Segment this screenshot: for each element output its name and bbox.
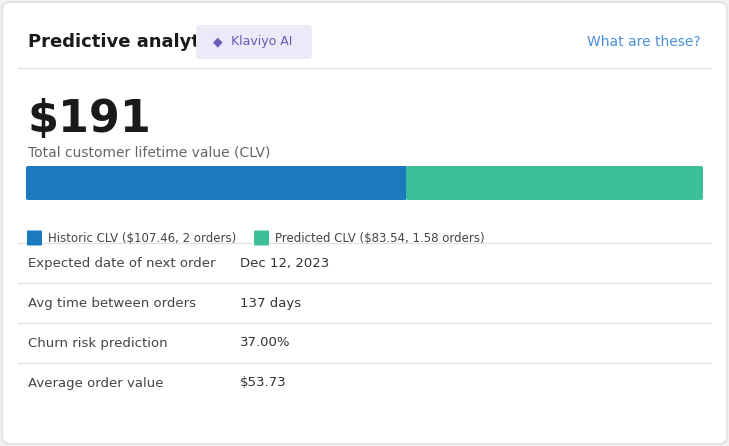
Text: Predicted CLV ($83.54, 1.58 orders): Predicted CLV ($83.54, 1.58 orders) — [275, 231, 485, 244]
Text: Expected date of next order: Expected date of next order — [28, 256, 216, 269]
Text: Average order value: Average order value — [28, 376, 163, 389]
FancyBboxPatch shape — [254, 231, 269, 245]
Text: Dec 12, 2023: Dec 12, 2023 — [240, 256, 330, 269]
Text: What are these?: What are these? — [588, 35, 701, 49]
Text: 37.00%: 37.00% — [240, 336, 290, 350]
FancyBboxPatch shape — [26, 166, 407, 200]
Text: Predictive analytics: Predictive analytics — [28, 33, 227, 51]
Text: Avg time between orders: Avg time between orders — [28, 297, 196, 310]
Text: $191: $191 — [28, 99, 152, 141]
Text: Historic CLV ($107.46, 2 orders): Historic CLV ($107.46, 2 orders) — [48, 231, 236, 244]
Text: Klaviyo AI: Klaviyo AI — [231, 36, 292, 49]
Text: Total customer lifetime value (CLV): Total customer lifetime value (CLV) — [28, 145, 270, 159]
Text: 137 days: 137 days — [240, 297, 301, 310]
FancyBboxPatch shape — [27, 231, 42, 245]
Text: Churn risk prediction: Churn risk prediction — [28, 336, 168, 350]
FancyBboxPatch shape — [196, 25, 312, 59]
FancyBboxPatch shape — [406, 166, 703, 200]
Text: $53.73: $53.73 — [240, 376, 286, 389]
Text: ◆: ◆ — [213, 36, 223, 49]
